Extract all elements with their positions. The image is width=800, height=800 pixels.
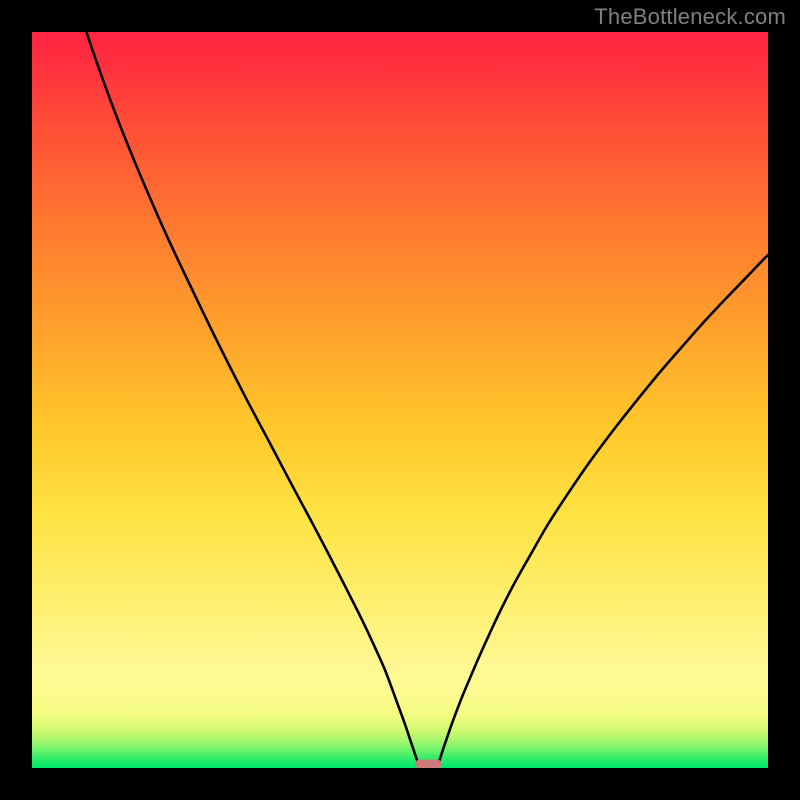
gradient-background: [32, 32, 768, 768]
bottleneck-marker: [415, 760, 442, 769]
watermark-text: TheBottleneck.com: [594, 4, 786, 30]
chart-container: { "watermark": { "text": "TheBottleneck.…: [0, 0, 800, 800]
bottleneck-curve-plot: [0, 0, 800, 800]
